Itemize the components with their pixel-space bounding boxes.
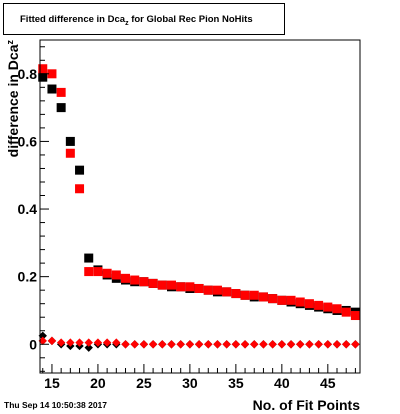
data-point-square-red <box>56 87 66 97</box>
data-point-square-red <box>47 69 57 79</box>
data-point-diamond-red <box>158 340 167 349</box>
data-point-square-red <box>75 184 85 194</box>
x-tick-label: 40 <box>274 375 290 391</box>
data-point-diamond-black <box>38 331 47 341</box>
x-tick-label: 45 <box>320 375 336 391</box>
x-tick-label: 25 <box>136 375 152 391</box>
data-point-diamond-red <box>38 336 47 346</box>
data-point-square-red <box>314 300 324 310</box>
data-point-square-red <box>93 267 103 277</box>
data-point-diamond-red <box>305 340 314 349</box>
data-point-diamond-red <box>250 340 259 349</box>
data-point-square-red <box>295 297 305 307</box>
data-point-diamond-red <box>148 340 158 349</box>
data-point-square-black <box>38 72 48 82</box>
plot-frame <box>39 39 361 374</box>
data-point-diamond-red <box>93 338 103 347</box>
data-point-square-red <box>185 282 195 292</box>
data-point-diamond-red <box>139 340 149 349</box>
data-point-square-red <box>176 282 186 292</box>
data-point-square-red <box>102 268 112 278</box>
data-point-diamond-red <box>351 340 360 349</box>
data-point-square-red <box>240 290 250 300</box>
data-point-square-red <box>166 280 176 290</box>
data-point-diamond-red <box>194 340 204 349</box>
data-point-square-red <box>38 64 48 74</box>
y-tick-label: 0.4 <box>18 201 38 217</box>
data-point-square-red <box>194 283 204 293</box>
data-point-square-black <box>65 136 75 146</box>
data-point-square-black <box>47 84 57 94</box>
data-point-square-red <box>350 311 360 321</box>
x-tick-label: 35 <box>228 375 244 391</box>
data-point-square-red <box>249 290 259 300</box>
data-point-diamond-red <box>240 340 250 349</box>
chart-title: Fitted difference in Dcaz for Global Rec… <box>20 14 253 27</box>
data-point-diamond-red <box>342 340 351 349</box>
data-point-square-black <box>75 165 85 175</box>
y-tick-label: 0.8 <box>18 66 38 82</box>
data-point-diamond-red <box>277 340 287 349</box>
data-point-square-red <box>286 295 296 305</box>
data-point-square-red <box>203 285 213 295</box>
data-point-square-red <box>121 273 131 283</box>
data-point-square-red <box>157 280 167 290</box>
x-tick-label: 15 <box>44 375 60 391</box>
data-point-diamond-red <box>176 340 185 349</box>
data-point-diamond-red <box>213 340 222 349</box>
data-point-diamond-red <box>121 340 130 349</box>
data-point-diamond-red <box>75 338 84 347</box>
data-point-diamond-red <box>314 340 323 349</box>
x-axis-title: No. of Fit Points <box>253 397 361 413</box>
data-point-diamond-red <box>259 340 268 349</box>
data-point-diamond-red <box>332 340 342 349</box>
data-point-diamond-red <box>231 340 241 349</box>
data-point-diamond-red <box>167 340 176 349</box>
data-point-square-red <box>139 277 149 287</box>
timestamp: Thu Sep 14 10:50:38 2017 <box>4 400 108 410</box>
y-tick-label: 0 <box>29 336 37 352</box>
data-point-square-red <box>212 285 222 295</box>
data-point-square-red <box>130 275 140 285</box>
data-point-diamond-red <box>204 340 213 349</box>
data-point-diamond-red <box>84 338 93 347</box>
x-tick-label: 20 <box>90 375 106 391</box>
y-axis-title: difference in Dcaz <box>5 40 21 158</box>
data-point-square-red <box>304 299 314 309</box>
data-point-diamond-black <box>84 343 93 352</box>
data-point-diamond-red <box>286 340 296 349</box>
data-point-diamond-red <box>268 340 277 349</box>
data-point-diamond-red <box>112 338 121 347</box>
data-point-square-black <box>84 253 94 263</box>
data-point-square-red <box>258 292 268 302</box>
data-point-square-red <box>148 278 158 288</box>
data-point-square-red <box>323 302 333 312</box>
data-point-diamond-red <box>222 340 231 349</box>
chart-title-box: Fitted difference in Dcaz for Global Rec… <box>3 3 285 35</box>
data-point-square-red <box>65 148 75 158</box>
data-point-diamond-red <box>102 338 112 347</box>
data-point-square-red <box>332 304 342 314</box>
data-point-diamond-red <box>47 336 57 346</box>
data-point-diamond-red <box>130 340 139 349</box>
y-tick-label: 0.2 <box>18 269 38 285</box>
y-tick-label: 0.6 <box>18 133 38 149</box>
data-point-square-red <box>277 295 287 305</box>
data-point-diamond-red <box>56 338 66 347</box>
data-point-diamond-red <box>185 340 195 349</box>
data-point-square-red <box>222 287 232 297</box>
data-point-diamond-red <box>296 340 305 349</box>
x-tick-label: 30 <box>182 375 198 391</box>
data-point-square-red <box>111 270 121 280</box>
data-point-square-black <box>56 103 66 113</box>
data-point-square-red <box>341 307 351 317</box>
data-point-square-red <box>231 289 241 299</box>
data-point-square-red <box>268 294 278 304</box>
data-point-square-red <box>84 267 94 277</box>
data-point-diamond-red <box>66 338 75 347</box>
data-point-diamond-red <box>323 340 333 349</box>
